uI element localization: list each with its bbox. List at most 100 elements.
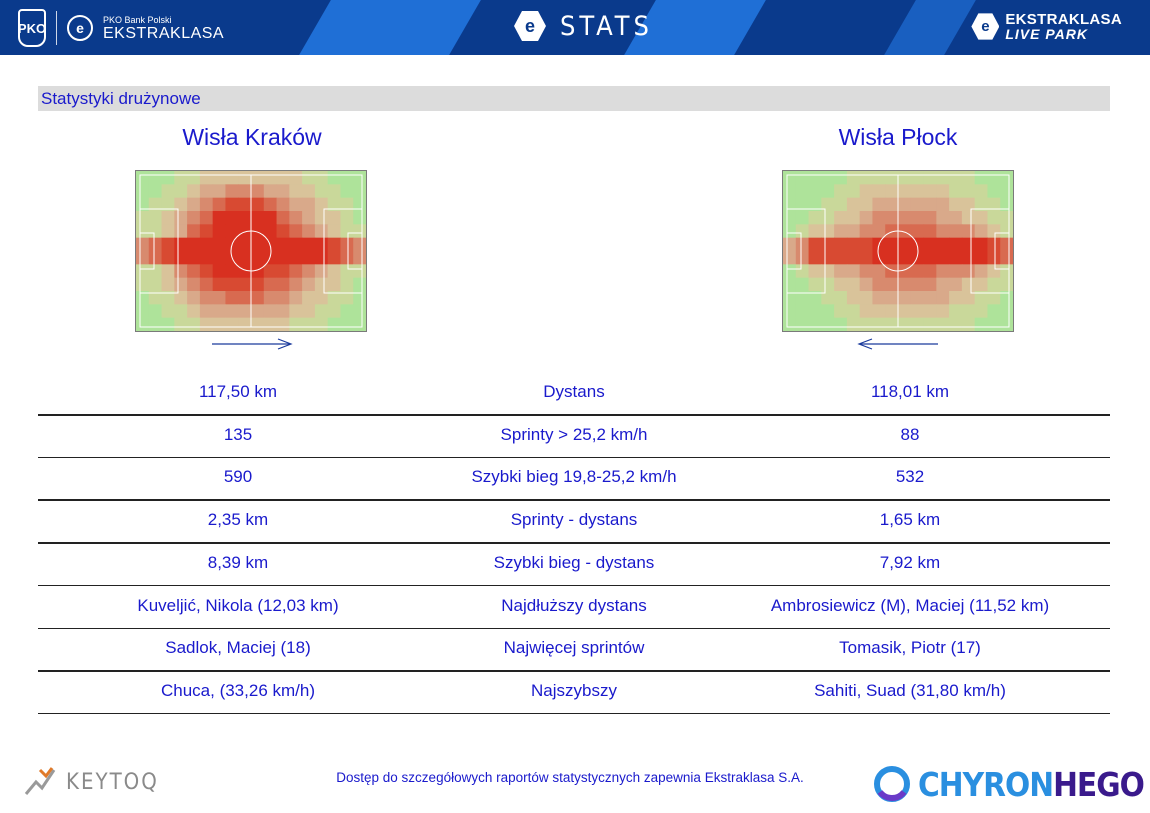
heatmap-cell — [225, 171, 239, 185]
heatmap-cell — [1000, 317, 1013, 331]
heatmap-cell — [353, 264, 366, 279]
heatmap-cell — [846, 171, 861, 185]
heatmap-cell — [187, 291, 201, 305]
stat-label: Sprinty > 25,2 km/h — [500, 424, 648, 444]
live-park-top-text: EKSTRAKLASA — [1005, 11, 1122, 28]
heatmap-cell — [161, 264, 175, 279]
heatmap-cell — [289, 291, 303, 305]
heatmap-cell — [859, 171, 873, 185]
heatmap-cell — [910, 291, 925, 305]
heatmap-cell — [161, 277, 175, 292]
heatmap-cell — [161, 291, 175, 305]
heatmap-cell — [821, 237, 835, 252]
heatmap-cell — [136, 277, 150, 292]
heatmap-cell — [251, 304, 265, 319]
heatmap-cell — [238, 237, 252, 252]
stat-label: Dystans — [543, 382, 605, 401]
heatmap-cell — [353, 317, 366, 331]
heatmap-cell — [974, 304, 988, 319]
chyronhego-swirl-icon — [874, 766, 910, 802]
heatmap-cell — [987, 197, 1001, 212]
heatmap-cell — [174, 304, 188, 319]
heatmap-cell — [795, 251, 810, 265]
heatmap-cell — [936, 264, 950, 279]
heatmap-cell — [289, 304, 303, 319]
heatmap-cell — [174, 184, 188, 199]
heatmap-cell — [910, 211, 925, 225]
heatmap-cell — [923, 184, 937, 199]
away-heatmap-svg — [783, 171, 1013, 331]
section-title: Statystyki drużynowe — [38, 86, 1110, 111]
heatmap-cell — [199, 251, 214, 265]
heatmap-cell — [314, 317, 329, 331]
heatmap-cell — [949, 224, 963, 239]
heatmap-cell — [276, 251, 290, 265]
heatmap-cell — [314, 171, 329, 185]
heatmap-cell — [846, 224, 861, 239]
heatmap-cell — [251, 291, 265, 305]
heatmap-cell — [225, 224, 239, 239]
heatmap-cell — [148, 184, 163, 199]
heatmap-cell — [859, 197, 873, 212]
heatmap-cell — [974, 171, 988, 185]
heatmap-cell — [327, 237, 341, 252]
heatmap-cell — [987, 251, 1001, 265]
heatmap-cell — [834, 224, 848, 239]
heatmap-cell — [808, 317, 822, 331]
heatmap-cell — [251, 184, 265, 199]
heatmap-cell — [340, 304, 354, 319]
heatmap-cell — [846, 237, 861, 252]
heatmap-cell — [949, 251, 963, 265]
heatmap-cell — [161, 171, 175, 185]
heatmap-cell — [872, 277, 886, 292]
heatmap-cell — [910, 317, 925, 331]
heatmap-cell — [898, 277, 912, 292]
heatmap-cell — [327, 184, 341, 199]
heatmap-cell — [327, 171, 341, 185]
home-value: 590 — [223, 467, 253, 487]
heatmap-cell — [885, 184, 899, 199]
heatmap-cell — [251, 211, 265, 225]
heatmap-cell — [174, 251, 188, 265]
heatmap-cell — [212, 264, 226, 279]
heatmap-cell — [340, 197, 354, 212]
heatmap-cell — [961, 291, 976, 305]
heatmap-cell — [949, 304, 963, 319]
heatmap-cell — [148, 277, 163, 292]
heatmap-cell — [199, 304, 214, 319]
heatmap-cell — [238, 211, 252, 225]
heatmap-cell — [795, 291, 810, 305]
heatmap-cell — [783, 171, 797, 185]
keytoq-logo: KEYTOQ — [22, 764, 159, 800]
heatmap-cell — [987, 317, 1001, 331]
heatmap-cell — [212, 277, 226, 292]
heatmap-cell — [872, 291, 886, 305]
heatmap-cell — [859, 304, 873, 319]
heatmap-cell — [263, 277, 278, 292]
heatmap-cell — [212, 304, 226, 319]
heatmap-cell — [859, 211, 873, 225]
heatmap-cell — [212, 317, 226, 331]
heatmap-cell — [936, 211, 950, 225]
heatmap-cell — [353, 224, 366, 239]
heatmap-cell — [225, 211, 239, 225]
heatmap-cell — [834, 211, 848, 225]
heatmap-cell — [974, 291, 988, 305]
heatmap-cell — [314, 197, 329, 212]
heatmap-cell — [783, 251, 797, 265]
heatmap-cell — [987, 304, 1001, 319]
heatmap-cell — [872, 317, 886, 331]
heatmap-cell — [974, 251, 988, 265]
sponsor-name: PKO Bank Polski — [103, 14, 172, 25]
heatmap-cell — [340, 224, 354, 239]
heatmap-cell — [161, 184, 175, 199]
heatmap-cell — [263, 317, 278, 331]
heatmap-cell — [961, 277, 976, 292]
home-value: Kuveljić, Nikola (12,03 km) — [137, 595, 339, 615]
heatmap-cell — [936, 291, 950, 305]
heatmap-cell — [136, 304, 150, 319]
heatmap-cell — [136, 224, 150, 239]
heatmap-cell — [276, 277, 290, 292]
heatmap-cell — [987, 237, 1001, 252]
heatmap-cell — [885, 317, 899, 331]
